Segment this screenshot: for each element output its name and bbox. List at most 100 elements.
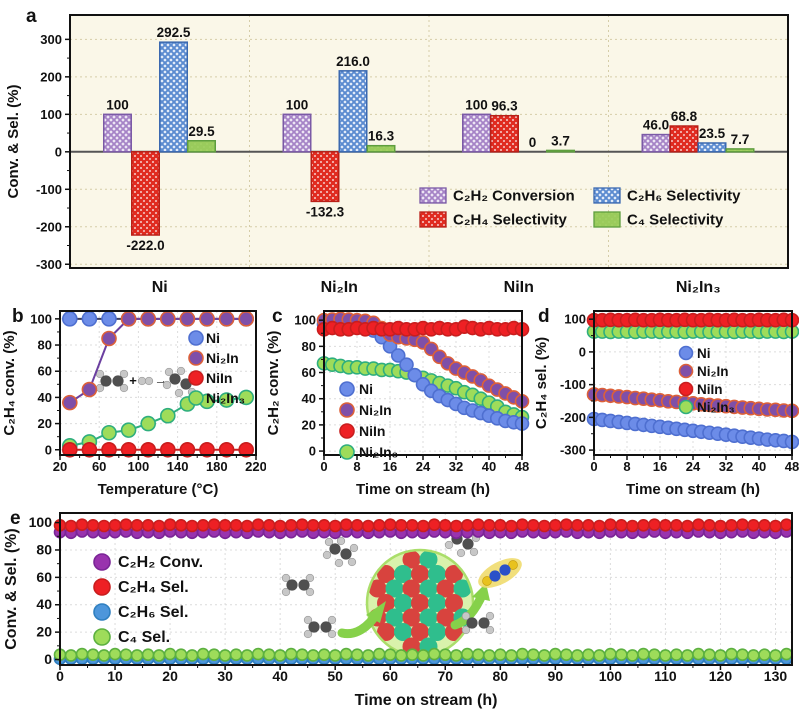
x-tick-label: 100	[128, 459, 150, 474]
data-point	[427, 647, 441, 661]
data-point	[64, 519, 78, 533]
legend-item: C₂H₆ Selectivity	[593, 187, 741, 205]
x-tick-label: 140	[167, 459, 189, 474]
panel-d-label: d	[538, 306, 550, 327]
data-point	[163, 518, 177, 531]
molecule-illustration	[95, 369, 129, 393]
legend-label: Ni	[359, 381, 373, 397]
data-point	[179, 441, 196, 458]
legend-label: Ni₂In	[359, 402, 392, 418]
y-tick-label: 0	[44, 651, 52, 667]
data-point	[62, 441, 78, 458]
data-point	[62, 311, 78, 327]
data-point	[482, 649, 496, 662]
legend-item: C₄ Sel.	[93, 628, 170, 646]
data-point	[538, 649, 551, 662]
legend-item: C₂H₂ Conversion	[419, 187, 575, 205]
legend-item: Ni	[339, 381, 373, 397]
x-tick-label: 48	[515, 459, 529, 474]
panel-b-label: b	[12, 306, 24, 327]
data-point	[130, 519, 144, 532]
data-point	[747, 649, 760, 662]
y-tick-label: 60	[302, 365, 316, 380]
legend-label: NiIn	[697, 382, 723, 397]
y-tick-label: -300	[36, 257, 62, 272]
data-point	[703, 519, 716, 532]
data-point	[383, 518, 397, 531]
data-point	[681, 649, 694, 662]
bar-value-label: 100	[465, 97, 488, 112]
data-point	[207, 518, 221, 531]
bar-value-label: 16.3	[368, 129, 395, 144]
data-point	[101, 441, 117, 458]
data-point	[306, 649, 320, 662]
data-point	[140, 311, 156, 327]
data-point	[361, 519, 375, 533]
data-point	[196, 519, 210, 532]
data-point	[427, 518, 441, 531]
legend-swatch	[419, 187, 447, 204]
data-point	[317, 648, 331, 662]
legend-swatch	[678, 345, 694, 361]
x-tick-label: 60	[382, 668, 398, 684]
data-point	[262, 519, 276, 532]
category-label: Ni₂In	[321, 279, 358, 296]
data-point	[108, 519, 122, 532]
data-point	[516, 647, 529, 661]
y-axis-title: C₂H₄ conv. (%)	[1, 330, 18, 435]
data-point	[494, 648, 507, 662]
data-point	[199, 311, 215, 327]
legend-swatch	[593, 211, 621, 228]
data-point	[505, 519, 518, 533]
panel-c-scatter-chart: 0 8 16 24 32 40 48 0 20 40 60 80 100 Time on stream (…	[266, 310, 530, 498]
plot-border	[323, 310, 523, 456]
legend-label: Ni	[697, 346, 711, 361]
data-point	[703, 648, 716, 662]
data-point	[626, 519, 639, 533]
data-point	[101, 311, 117, 327]
data-point	[582, 519, 595, 532]
bar	[366, 144, 396, 153]
y-tick-label: -200	[560, 410, 586, 425]
x-tick-label: 32	[719, 459, 733, 474]
legend-swatch	[339, 381, 355, 397]
plot-border	[59, 512, 793, 666]
data-point	[174, 648, 188, 662]
data-point	[372, 519, 386, 532]
y-tick-label: 100	[40, 107, 62, 122]
data-point	[714, 649, 727, 662]
data-point	[372, 647, 386, 661]
data-point	[339, 518, 353, 531]
data-point	[160, 441, 176, 458]
y-tick-label: 80	[38, 338, 52, 353]
legend-swatch	[188, 370, 204, 386]
data-point	[218, 311, 235, 327]
x-tick-label: 20	[162, 668, 178, 684]
data-point	[101, 330, 117, 347]
y-tick-label: 200	[40, 69, 62, 84]
data-point	[736, 648, 749, 662]
bar-value-label: 23.5	[699, 126, 726, 141]
x-tick-label: 20	[53, 459, 67, 474]
y-tick-label: 20	[38, 416, 52, 431]
x-tick-label: 100	[599, 668, 623, 684]
data-point	[549, 519, 562, 532]
data-point	[174, 519, 188, 532]
bar	[159, 41, 188, 153]
data-point	[405, 519, 419, 532]
molecule-illustration	[461, 611, 495, 635]
legend-swatch	[678, 363, 694, 379]
data-point	[140, 441, 156, 458]
panel-e-label: e	[10, 508, 21, 529]
data-point	[284, 519, 298, 532]
data-point	[394, 649, 408, 662]
y-axis-title: Conv. & Sel. (%)	[3, 528, 20, 650]
legend-label: C₂H₂ Conversion	[453, 188, 575, 205]
x-axis-title: Temperature (°C)	[98, 481, 219, 498]
bar-value-label: 292.5	[157, 25, 191, 40]
data-point	[185, 649, 199, 662]
data-point	[262, 648, 276, 662]
y-tick-label: 60	[38, 364, 52, 379]
data-point	[251, 647, 265, 661]
x-axis-title: Time on stream (h)	[355, 692, 498, 709]
